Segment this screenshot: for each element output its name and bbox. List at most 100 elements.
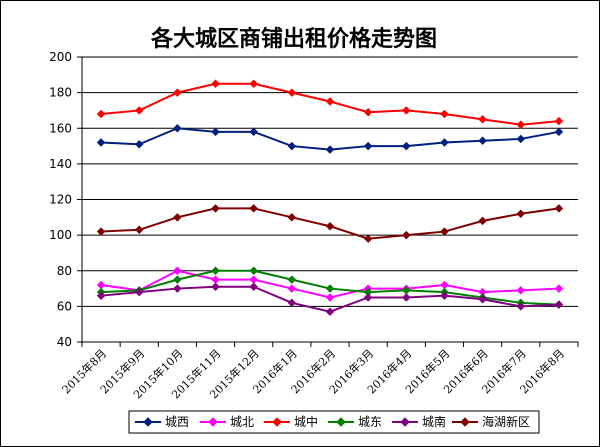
data-point-marker (134, 225, 144, 235)
data-point-marker (325, 145, 335, 154)
legend-label: 城南 (422, 414, 446, 429)
data-point-marker (173, 284, 182, 293)
series-lines (96, 79, 564, 317)
y-tick-label: 200 (49, 50, 72, 64)
data-point-marker (211, 204, 220, 213)
data-point-marker (134, 139, 144, 149)
data-point-marker (554, 284, 564, 293)
data-point-marker (478, 136, 487, 146)
data-point-marker (96, 109, 106, 119)
y-tick-label: 160 (49, 121, 72, 135)
data-point-marker (211, 282, 220, 292)
legend-label: 海湖新区 (482, 414, 530, 429)
data-point-marker (287, 88, 297, 97)
data-point-marker (440, 291, 449, 301)
data-point-marker (211, 127, 220, 137)
y-tick-label: 100 (49, 228, 72, 242)
legend-item: 城北 (200, 415, 254, 429)
data-point-marker (401, 293, 411, 302)
data-point-marker (401, 230, 411, 240)
legend-label: 城中 (294, 414, 318, 429)
legend-item: 城南 (392, 414, 446, 429)
legend-swatch-marker (272, 417, 282, 427)
legend-swatch-marker (208, 417, 218, 427)
data-point-marker (478, 114, 487, 124)
legend-swatch-marker (400, 417, 410, 427)
data-point-marker (173, 266, 182, 276)
legend-swatch-marker (460, 417, 470, 427)
y-tick-label: 120 (49, 193, 72, 207)
legend-swatch-marker (143, 417, 153, 427)
data-point-marker (440, 138, 449, 147)
data-point-marker (325, 307, 335, 317)
data-point-marker (516, 120, 526, 130)
data-point-marker (211, 266, 220, 276)
y-tick-label: 180 (49, 86, 72, 100)
data-point-marker (173, 212, 182, 222)
data-point-marker (516, 285, 526, 295)
data-point-marker (363, 107, 373, 117)
series-城中 (96, 79, 564, 130)
series-海湖新区 (96, 204, 564, 244)
data-point-marker (287, 275, 297, 285)
data-point-marker (554, 116, 564, 126)
data-point-marker (173, 88, 182, 97)
data-point-marker (401, 106, 411, 115)
data-point-marker (249, 127, 259, 137)
data-point-marker (325, 97, 335, 106)
y-tick-labels: 40 60 80 100 120 140 160 180 200 (49, 50, 72, 349)
data-point-marker (249, 79, 259, 89)
legend-item: 城西 (135, 415, 189, 429)
series-城南 (96, 282, 564, 317)
data-point-marker (173, 123, 182, 133)
legend: 城西 城北 城中 城东 城南 海湖新区 (128, 410, 540, 434)
series-城北 (96, 266, 564, 302)
data-point-marker (363, 234, 373, 244)
data-point-marker (554, 127, 564, 137)
data-point-marker (96, 138, 106, 147)
data-point-marker (516, 134, 526, 144)
data-point-marker (478, 294, 487, 304)
data-point-marker (325, 284, 335, 293)
legend-item: 海湖新区 (452, 414, 530, 429)
data-point-marker (554, 300, 564, 309)
y-tick-label: 80 (57, 264, 72, 278)
data-point-marker (287, 141, 297, 151)
legend-label: 城西 (165, 415, 189, 429)
y-tick-label: 60 (57, 299, 72, 313)
data-point-marker (516, 209, 526, 219)
data-point-marker (363, 141, 373, 151)
legend-label: 城北 (230, 415, 254, 429)
chart-title: 各大城区商铺出租价格走势图 (150, 26, 437, 52)
data-point-marker (478, 216, 487, 226)
data-point-marker (363, 293, 373, 302)
data-point-marker (249, 282, 259, 292)
data-point-marker (173, 275, 182, 285)
data-point-marker (440, 109, 449, 119)
axes (77, 56, 579, 347)
legend-item: 城东 (328, 415, 382, 429)
data-point-marker (96, 291, 106, 301)
series-城西 (96, 123, 564, 154)
data-point-marker (211, 79, 220, 89)
data-point-marker (96, 227, 106, 236)
data-point-marker (440, 227, 449, 236)
data-point-marker (287, 298, 297, 308)
data-point-marker (287, 212, 297, 222)
legend-swatch-marker (336, 417, 346, 427)
data-point-marker (287, 284, 297, 293)
data-point-marker (134, 287, 144, 297)
data-point-marker (516, 302, 526, 311)
data-point-marker (554, 204, 564, 213)
y-tick-label: 140 (49, 157, 72, 171)
data-point-marker (325, 221, 335, 231)
legend-label: 城东 (358, 415, 382, 429)
data-point-marker (401, 141, 411, 151)
legend-item: 城中 (264, 414, 318, 429)
y-tick-label: 40 (57, 335, 72, 349)
data-point-marker (325, 293, 335, 302)
data-point-marker (249, 204, 259, 213)
data-point-marker (134, 106, 144, 115)
